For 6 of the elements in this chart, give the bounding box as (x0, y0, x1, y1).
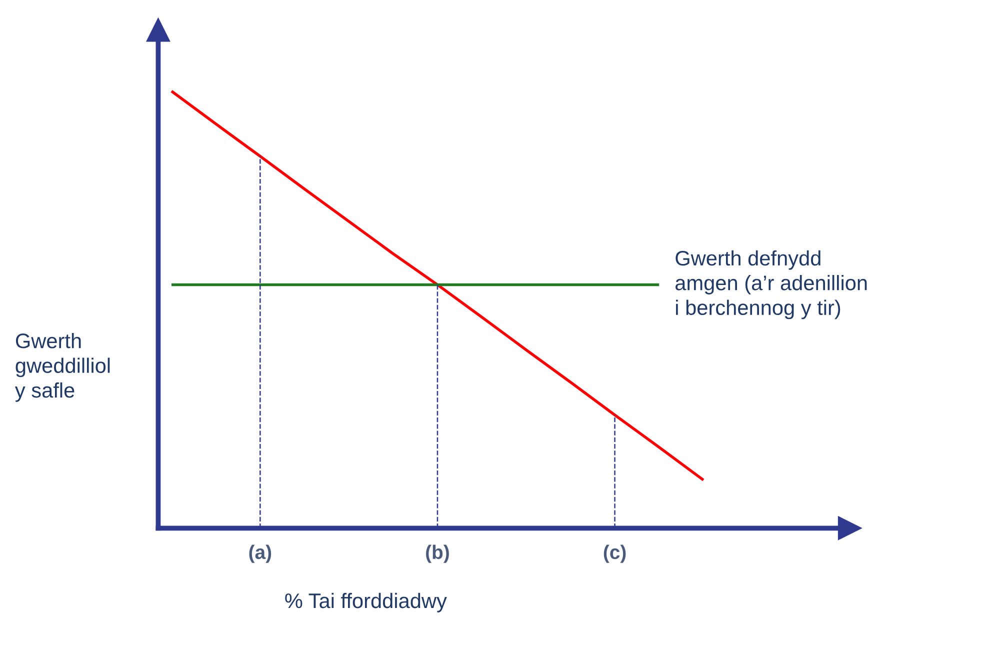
series-label: Gwerth defnydd amgen (a’r adenillion i berchennog y tir) (676, 250, 867, 320)
x-tick-label: (c) (604, 544, 626, 563)
x-axis-title: % Tai fforddiadwy (285, 592, 447, 612)
x-tick-label: (b) (426, 544, 449, 563)
x-tick-label: (a) (249, 544, 272, 563)
y-axis-title: Gwerth gweddilliol y safle (14, 333, 110, 402)
